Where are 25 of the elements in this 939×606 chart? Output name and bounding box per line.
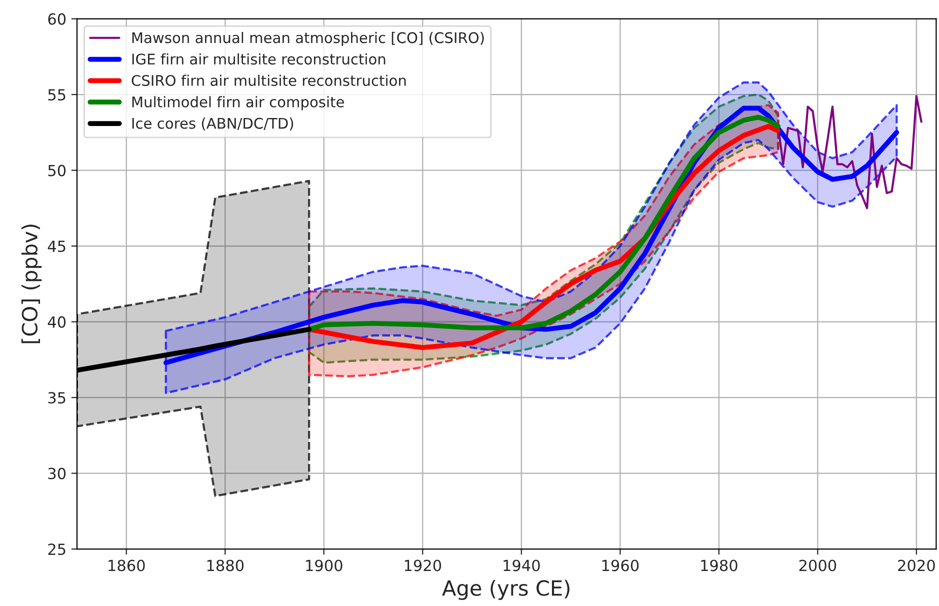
y-tick-label: 55 [48, 89, 66, 101]
legend-label: IGE firn air multisite reconstruction [132, 53, 386, 65]
y-axis-title: [CO] (ppbv) [21, 224, 42, 344]
x-tick-label: 1940 [504, 560, 540, 572]
x-tick-label: 1960 [602, 560, 639, 572]
y-tick-label: 35 [48, 392, 66, 404]
x-tick-label: 2020 [898, 560, 935, 572]
y-tick-label: 40 [48, 316, 66, 328]
x-tick-label: 1980 [701, 560, 738, 572]
x-axis-title: Age (yrs CE) [442, 580, 570, 600]
x-tick-label: 2000 [799, 560, 836, 572]
line-series [777, 95, 922, 210]
legend-label: CSIRO firn air multisite reconstruction [132, 74, 406, 86]
legend-label: Ice cores (ABN/DC/TD) [132, 118, 294, 131]
x-tick-label: 1900 [306, 560, 342, 572]
y-tick-label: 30 [48, 468, 66, 480]
x-tick-label: 1880 [207, 560, 244, 572]
x-tick-label: 1860 [108, 560, 145, 572]
y-tick-label: 45 [48, 240, 66, 252]
y-tick-label: 25 [48, 544, 66, 556]
y-tick-label: 60 [48, 13, 66, 25]
x-tick-label: 1920 [404, 560, 442, 572]
y-tick-label: 50 [48, 164, 66, 176]
legend-label: Multimodel firn air composite [132, 96, 344, 110]
legend-label: Mawson annual mean atmospheric [CO] (CSIRO) [132, 32, 484, 46]
